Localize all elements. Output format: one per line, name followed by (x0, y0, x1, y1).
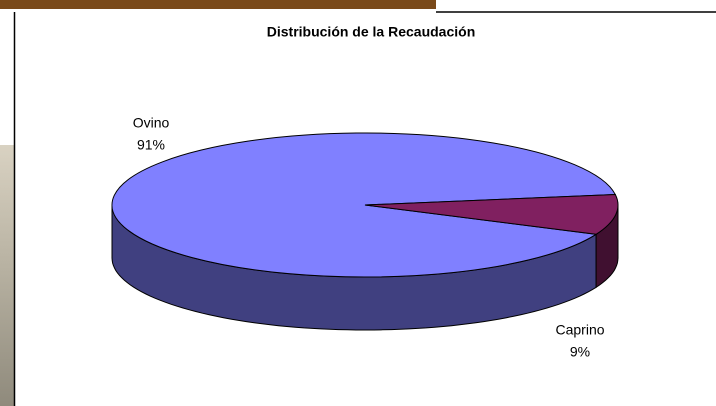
slice (364, 193, 619, 235)
pie (111, 132, 619, 331)
chart-title: Distribución de la Recaudación (267, 24, 476, 40)
slice-value-label: 9% (570, 344, 590, 360)
photo-strip (0, 145, 14, 406)
slice-value-label: 91% (137, 137, 165, 153)
header-bar (0, 0, 436, 9)
slice (111, 132, 617, 278)
slice-label: Ovino (133, 115, 170, 131)
slice-label: Caprino (555, 322, 604, 338)
